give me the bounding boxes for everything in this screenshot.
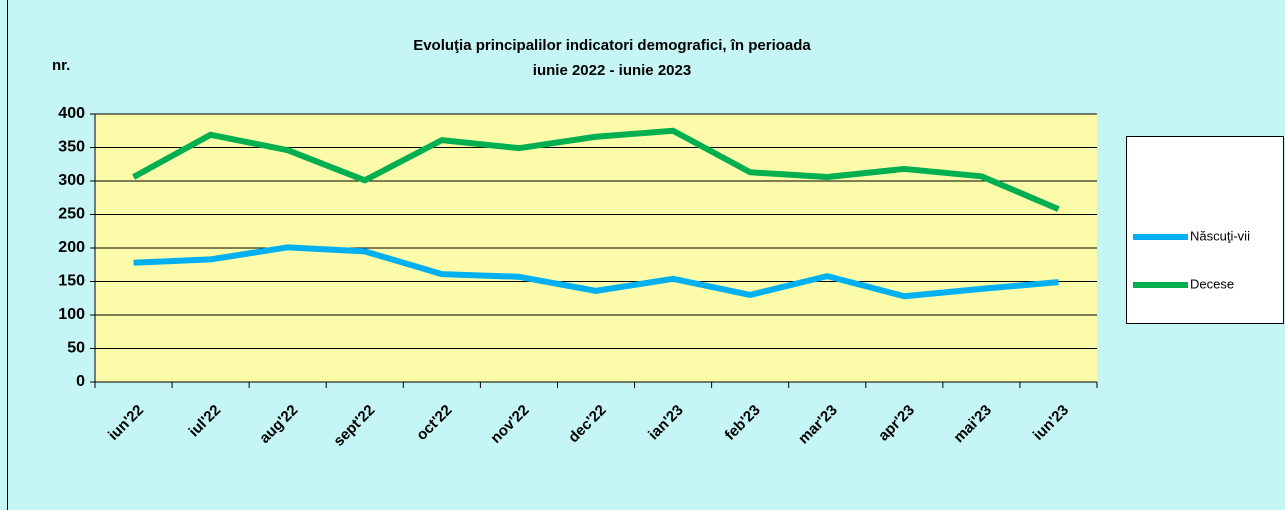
y-tick-label: 150 bbox=[58, 273, 85, 290]
legend-label: Născuţi-vii bbox=[1190, 228, 1250, 243]
y-tick-label: 300 bbox=[58, 172, 85, 189]
line bbox=[132, 127, 1060, 212]
y-tick-label: 200 bbox=[58, 239, 85, 256]
y-tick-label: 50 bbox=[67, 340, 85, 357]
y-tick-label: 0 bbox=[76, 373, 85, 390]
chart-title: Evoluţia principalilor indicatori demogr… bbox=[413, 37, 811, 54]
y-tick-label: 100 bbox=[58, 306, 85, 323]
legend bbox=[1126, 136, 1284, 324]
y-tick-label: 250 bbox=[58, 206, 85, 223]
y-axis-label: nr. bbox=[52, 57, 70, 74]
y-tick-label: 400 bbox=[58, 105, 85, 122]
line bbox=[133, 244, 1059, 300]
chart-title: iunie 2022 - iunie 2023 bbox=[533, 62, 691, 79]
legend-label: Decese bbox=[1190, 276, 1234, 291]
y-tick-label: 350 bbox=[58, 139, 85, 156]
